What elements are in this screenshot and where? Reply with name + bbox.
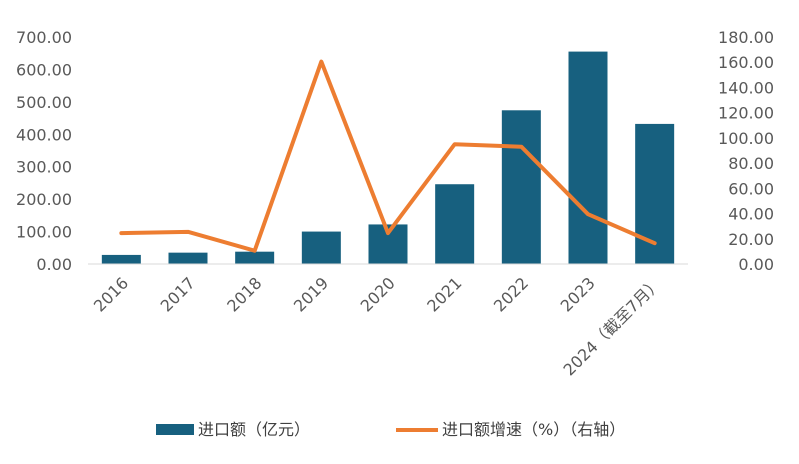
left-axis-tick-label: 400.00	[16, 125, 72, 144]
legend-label-bar: 进口额（亿元）	[198, 420, 310, 439]
right-axis-tick-label: 0.00	[738, 255, 774, 274]
left-axis-tick-label: 700.00	[16, 28, 72, 47]
right-y-axis: 0.00 20.00 40.00 60.00 80.00 100.00 120.00 140.…	[718, 28, 774, 274]
bar	[301, 231, 341, 264]
bar-series	[101, 51, 675, 264]
line-series	[119, 59, 657, 253]
bar	[568, 51, 608, 264]
right-axis-tick-label: 180.00	[718, 28, 774, 47]
x-tick-label: 2017	[157, 273, 199, 315]
left-y-axis: 0.00 100.00 200.00 300.00 400.00 500.00 600.00…	[16, 28, 72, 274]
bar	[635, 123, 675, 264]
legend-label-line: 进口额增速（%）（右轴）	[442, 420, 625, 439]
right-axis-tick-label: 140.00	[718, 78, 774, 97]
right-axis-tick-label: 100.00	[718, 129, 774, 148]
left-axis-tick-label: 300.00	[16, 158, 72, 177]
legend: 进口额（亿元） 进口额增速（%）（右轴）	[156, 420, 625, 439]
right-axis-tick-label: 120.00	[718, 104, 774, 123]
left-axis-tick-label: 100.00	[16, 223, 72, 242]
growth-line	[119, 59, 657, 253]
right-axis-tick-label: 20.00	[728, 230, 774, 249]
right-axis-tick-label: 160.00	[718, 53, 774, 72]
right-axis-tick-label: 80.00	[728, 154, 774, 173]
bar	[435, 184, 475, 264]
left-axis-tick-label: 600.00	[16, 60, 72, 79]
right-axis-tick-label: 60.00	[728, 179, 774, 198]
x-tick-label: 2022	[490, 273, 532, 315]
x-tick-label: 2020	[357, 273, 399, 315]
left-axis-tick-label: 500.00	[16, 93, 72, 112]
x-axis: 2016 2017 2018 2019 2020 2021 2022 20232024（截至7…	[88, 263, 688, 379]
x-tick-label: 2018	[223, 273, 265, 315]
x-tick-label: 2023	[557, 273, 599, 315]
x-tick-label: 2016	[90, 273, 132, 315]
bar	[501, 110, 541, 264]
bar	[168, 252, 208, 264]
bar	[235, 251, 275, 264]
right-axis-tick-label: 40.00	[728, 205, 774, 224]
legend-swatch-bar	[156, 424, 194, 435]
bar	[101, 254, 141, 264]
left-axis-tick-label: 0.00	[36, 255, 72, 274]
x-tick-label: 2019	[290, 273, 332, 315]
x-tick-label: 2021	[423, 273, 465, 315]
left-axis-tick-label: 200.00	[16, 190, 72, 209]
